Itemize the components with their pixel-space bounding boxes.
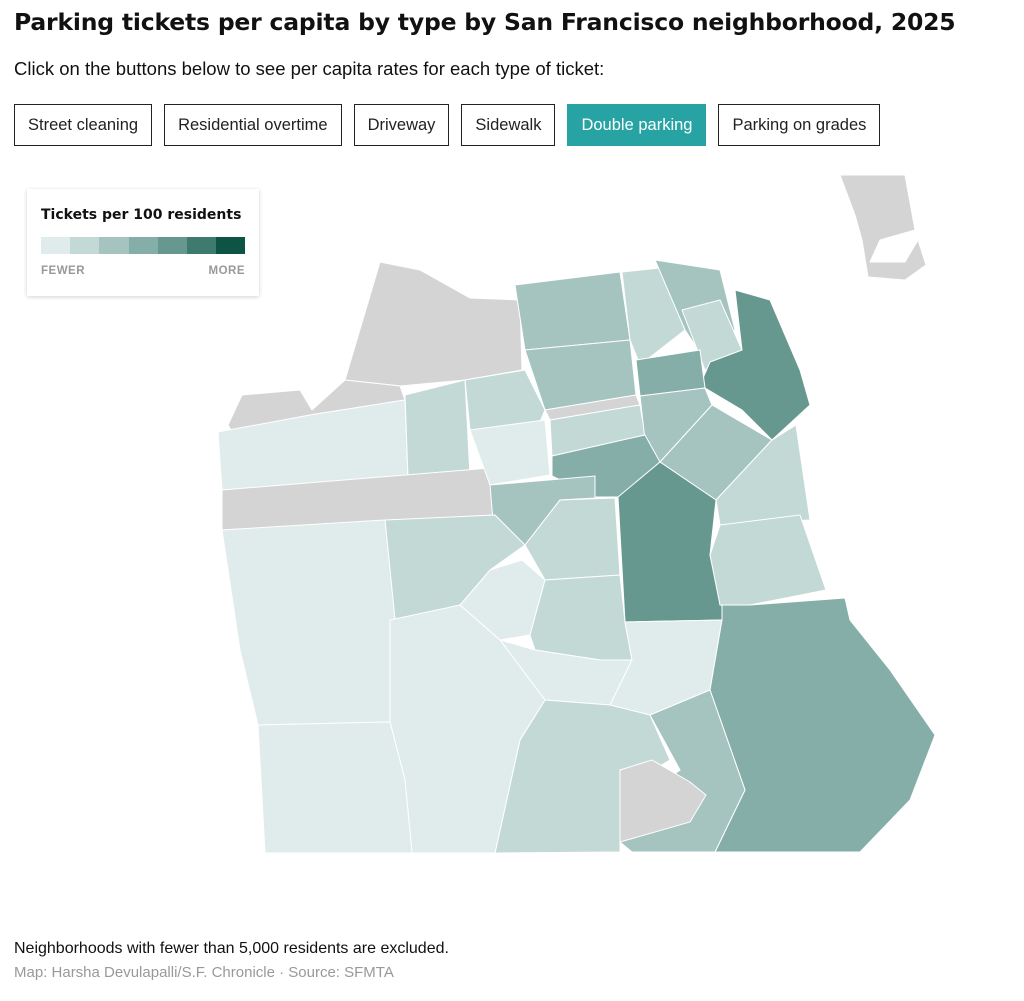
lakeshore (257, 721, 413, 854)
castro (524, 497, 621, 581)
ticket-type-button[interactable]: Driveway (353, 104, 450, 146)
legend-high-label: MORE (208, 265, 245, 277)
ticket-type-button[interactable]: Sidewalk (461, 104, 556, 146)
legend-swatch (99, 237, 129, 254)
legend-swatch (128, 237, 158, 254)
outer-sunset (221, 519, 396, 726)
legend-low-label: FEWER (41, 265, 86, 277)
legend: Tickets per 100 residents FEWER MORE (27, 189, 259, 296)
noe-valley (529, 574, 633, 661)
legend-swatch (186, 237, 217, 254)
ticket-type-button[interactable]: Double parking (567, 104, 707, 146)
button-row: Street cleaning Residential overtime Drive… (14, 104, 881, 146)
lone-mountain (469, 419, 551, 486)
marina (514, 271, 631, 351)
legend-scale (41, 237, 246, 254)
legend-title: Tickets per 100 residents (41, 207, 242, 223)
ticket-type-button[interactable]: Residential overtime (164, 104, 342, 146)
ocean-view (619, 759, 707, 843)
legend-swatch (157, 237, 187, 254)
legend-swatch (41, 237, 71, 254)
legend-swatch (216, 237, 246, 254)
title: Parking tickets per capita by type by Sa… (14, 8, 956, 36)
legend-swatch (70, 237, 100, 254)
subtitle: Click on the buttons below to see per ca… (14, 58, 605, 79)
ticket-type-button[interactable]: Street cleaning (14, 104, 153, 146)
footnote: Neighborhoods with fewer than 5,000 resi… (14, 940, 449, 957)
bayview (709, 597, 936, 853)
map (217, 174, 936, 854)
inner-richmond (404, 379, 471, 479)
ticket-type-button[interactable]: Parking on grades (718, 104, 881, 146)
presidio-heights (464, 369, 546, 431)
credit: Map: Harsha Devulapalli/S.F. Chronicle ·… (14, 964, 394, 981)
financial-district (699, 289, 811, 441)
treasure-island (839, 174, 927, 281)
potrero-hill (709, 514, 827, 606)
presidio (344, 261, 523, 387)
neighborhoods (217, 174, 936, 854)
